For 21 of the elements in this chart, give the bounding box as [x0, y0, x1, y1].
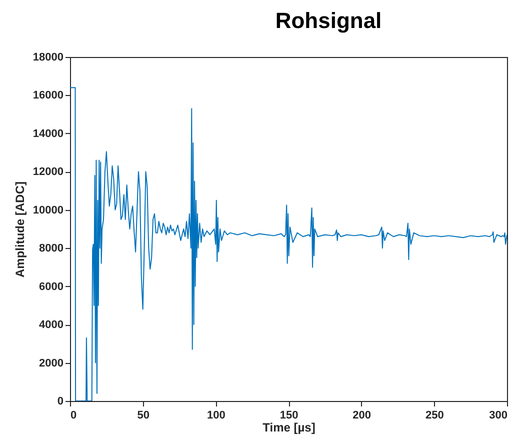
y-tick-label: 6000	[39, 280, 64, 293]
x-tick-label: 50	[137, 410, 150, 422]
x-tick-label: 100	[206, 410, 226, 422]
y-tick-label: 8000	[39, 242, 64, 255]
x-tick-label: 300	[489, 410, 508, 422]
y-tick-label: 16000	[32, 90, 64, 102]
line-series	[70, 87, 507, 401]
y-axis-title: Amplitude [ADC]	[12, 182, 27, 278]
x-axis-title: Time [µs]	[262, 420, 316, 434]
y-tick-label: 10000	[32, 204, 64, 216]
y-tick-label: 12000	[32, 166, 64, 178]
y-tick-label: 18000	[32, 52, 64, 64]
y-tick-label: 4000	[39, 319, 64, 332]
x-tick-label: 200	[352, 410, 372, 422]
x-tick-label: 0	[70, 410, 77, 422]
y-tick-label: 2000	[39, 357, 64, 370]
y-tick-label: 0	[57, 396, 64, 408]
chart-title: Rohsignal	[275, 8, 382, 33]
y-tick-label: 14000	[32, 128, 64, 140]
x-tick-label: 250	[425, 410, 444, 422]
x-tick-label: 150	[280, 410, 298, 422]
